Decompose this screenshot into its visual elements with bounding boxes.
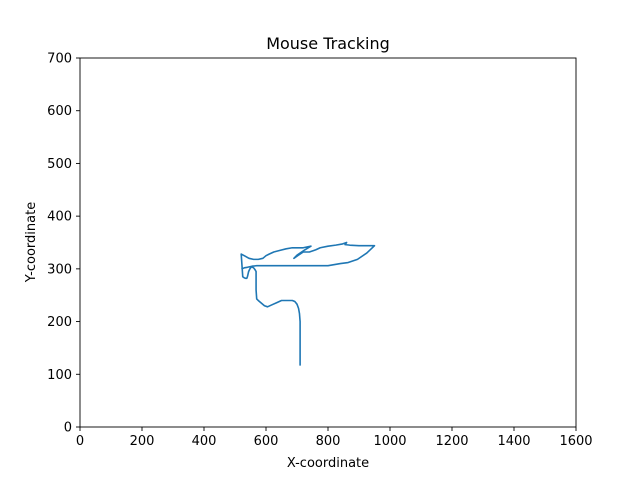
x-tick-label: 1400 <box>497 434 530 449</box>
y-tick-label: 100 <box>47 368 72 383</box>
y-tick-label: 600 <box>47 104 72 119</box>
y-tick-label: 300 <box>47 262 72 277</box>
x-tick-label: 1200 <box>435 434 468 449</box>
x-tick-label: 1000 <box>373 434 406 449</box>
y-tick-label: 400 <box>47 210 72 225</box>
x-tick-label: 600 <box>254 434 279 449</box>
y-axis-label: Y-coordinate <box>24 202 39 283</box>
x-tick-label: 1600 <box>559 434 592 449</box>
x-axis-label: X-coordinate <box>287 456 369 471</box>
y-tick-label: 0 <box>64 421 72 436</box>
x-tick-label: 800 <box>316 434 341 449</box>
plot-area: 0 200 400 600 800 1000 1200 1400 1600 0 100 200 300 4… <box>47 52 592 450</box>
chart-title: Mouse Tracking <box>266 34 390 53</box>
y-tick-label: 700 <box>47 52 72 67</box>
x-tick-label: 200 <box>130 434 155 449</box>
series-line-0 <box>240 241 376 366</box>
x-tick-label: 0 <box>76 434 84 449</box>
y-tick-label: 200 <box>47 315 72 330</box>
x-tick-label: 400 <box>192 434 217 449</box>
y-tick-label: 500 <box>47 157 72 172</box>
